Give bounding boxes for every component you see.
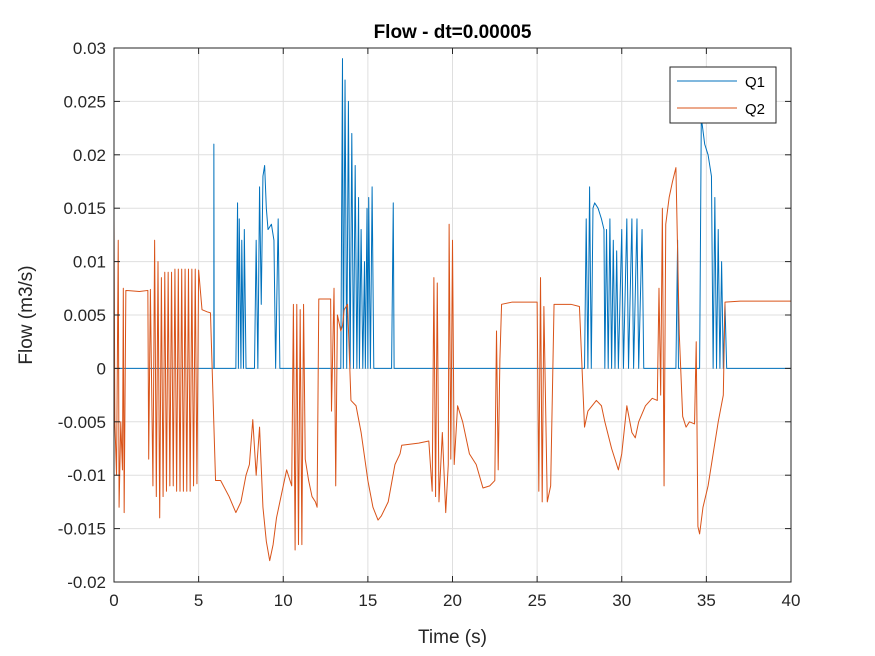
series-line-q1	[114, 58, 791, 369]
ticks: 0 5 10 15 20 25 30 35 40 -0.02 -0.015 -0.01 -0.005 0 0…	[58, 39, 801, 610]
legend-box	[669, 66, 777, 124]
y-tick-label: 0.03	[73, 39, 106, 58]
x-tick-label: 35	[697, 591, 716, 610]
y-tick-label: 0.005	[63, 306, 106, 325]
y-tick-label: -0.01	[67, 466, 106, 485]
y-tick-label: -0.005	[58, 413, 106, 432]
y-tick-label: -0.02	[67, 573, 106, 592]
y-tick-label: 0.01	[73, 253, 106, 272]
x-tick-label: 10	[274, 591, 293, 610]
y-tick-label: -0.015	[58, 520, 106, 539]
legend: Q1 Q2	[669, 66, 777, 124]
x-tick-label: 30	[612, 591, 631, 610]
y-axis-label: Flow (m3/s)	[16, 265, 37, 364]
chart-title: Flow - dt=0.00005	[374, 22, 532, 43]
series-layer	[113, 58, 791, 562]
x-tick-label: 5	[194, 591, 203, 610]
y-tick-label: 0.02	[73, 146, 106, 165]
y-tick-label: 0	[97, 359, 106, 378]
y-tick-label: 0.025	[63, 92, 106, 111]
legend-label-q2: Q2	[745, 101, 765, 118]
y-tick-label: 0.015	[63, 199, 106, 218]
x-tick-label: 20	[443, 591, 462, 610]
x-tick-label: 25	[528, 591, 547, 610]
x-tick-label: 15	[358, 591, 377, 610]
x-tick-label: 40	[782, 591, 801, 610]
x-tick-label: 0	[109, 591, 118, 610]
x-axis-label: Time (s)	[418, 627, 487, 648]
legend-label-q1: Q1	[745, 74, 765, 91]
series-line-q2	[113, 167, 791, 562]
